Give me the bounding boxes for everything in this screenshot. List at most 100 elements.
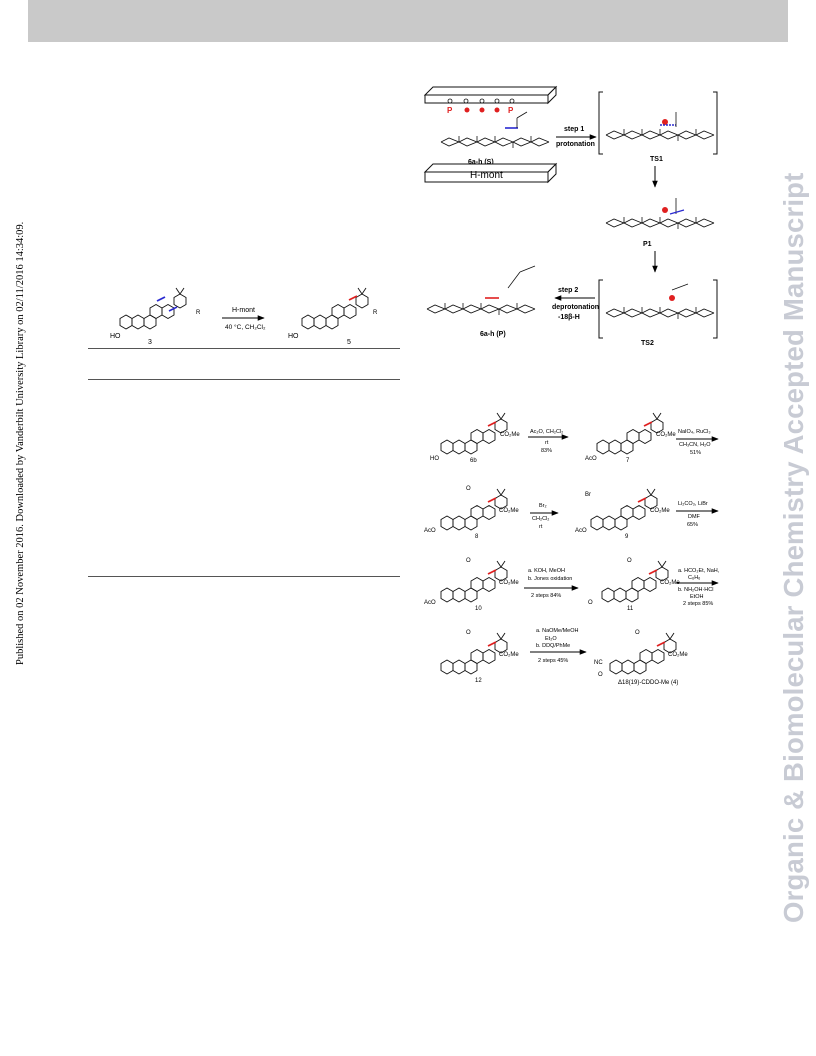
scheme1-product-label: 5 (347, 339, 351, 346)
cpd-6b-co2me: CO₂Me (500, 432, 520, 438)
compound-6b (441, 413, 507, 454)
cpd-8-co2me: CO₂Me (499, 508, 519, 514)
cpd-4-o2: O (598, 672, 603, 678)
substrate-skeleton (440, 135, 550, 149)
p1-label: P1 (643, 241, 652, 248)
c2-r1: NaIO₄, RuCl₃ (678, 429, 711, 435)
step2-sub2: -18β-H (558, 314, 580, 321)
cpd-9-aco: AcO (575, 528, 587, 534)
ts2-label: TS2 (641, 340, 654, 347)
cpd-4-label: Δ18(19)-CDDO-Me (4) (618, 680, 678, 686)
step1-label: step 1 (564, 126, 584, 133)
cpd-10-label: 10 (475, 606, 482, 612)
ts1-skeleton (605, 128, 715, 142)
c1-r2: rt (545, 440, 549, 446)
cpd-9-label: 9 (625, 534, 629, 540)
c4-r1: Li₂CO₃, LiBr (678, 501, 708, 507)
c3-r3: rt (539, 524, 543, 530)
product-label: 6a-h (P) (480, 331, 506, 338)
cpd-4-co2me: CO₂Me (668, 652, 688, 658)
cpd-12-label: 12 (475, 678, 482, 684)
cpd-8-o: O (466, 486, 471, 492)
product-skeleton (426, 302, 536, 316)
c5-r3: 2 steps 84% (531, 593, 561, 599)
scheme1-start-structure (120, 288, 186, 329)
p1-skeleton (605, 216, 715, 230)
c6-r3: b. NH₂OH·HCl (678, 587, 713, 593)
ts1-label: TS1 (650, 156, 663, 163)
c6-r2: C₆H₆ (688, 575, 700, 581)
scheme1-r: R (196, 310, 201, 316)
c7-r3: b. DDQ/PhMe (536, 643, 570, 649)
c4-r3: 65% (687, 522, 698, 528)
table-bottom-rule (88, 576, 400, 577)
cpd-8-label: 8 (475, 534, 479, 540)
cpd-11-o2: O (588, 600, 593, 606)
c5-r2: b. Jones oxidation (528, 576, 572, 582)
c7-r2: Et₂O (545, 636, 557, 642)
cpd-12-co2me: CO₂Me (499, 652, 519, 658)
cpd-10-aco: AcO (424, 600, 436, 606)
scheme1-reagent: H-mont (232, 307, 255, 314)
compound-9 (591, 489, 657, 530)
page-header-bar (28, 0, 788, 42)
scheme1-product-structure (302, 288, 368, 329)
acid-sites (447, 98, 515, 113)
scheme1: HO R 3 H-mont 40 °C, CH₂Cl₂ HO R 5 (110, 288, 378, 346)
c6-r1: a. HCO₂Et, NaH, (678, 568, 720, 574)
substrate-label: 6a-h (S) (468, 159, 494, 166)
cpd-9-co2me: CO₂Me (650, 508, 670, 514)
site-label-1: P (447, 106, 453, 115)
cpd-8-aco: AcO (424, 528, 436, 534)
c6-r5: 2 steps 85% (683, 601, 713, 607)
cpd-6b-label: 6b (470, 458, 477, 464)
cpd-11-label: 11 (627, 606, 634, 612)
cpd-10-o: O (466, 558, 471, 564)
c2-r3: 51% (690, 450, 701, 456)
c6-r4: EtOH (690, 594, 703, 600)
compound-8 (441, 489, 507, 530)
scheme1-ho: HO (110, 333, 121, 340)
cpd-11-o: O (627, 558, 632, 564)
scheme1-bottom-rule (88, 379, 400, 380)
clay-label: H-mont (470, 170, 503, 181)
step2-sub: deprotonation (552, 304, 599, 311)
cpd-4-o: O (635, 630, 640, 636)
clay-plate-top (423, 86, 558, 96)
scheme1-top-rule (88, 348, 400, 349)
c3-r1: Br₂ (539, 503, 547, 509)
cpd-7-co2me: CO₂Me (656, 432, 676, 438)
c7-r4: 2 steps 45% (538, 658, 568, 664)
ts2-skeleton (605, 306, 715, 320)
c5-r1: a. KOH, MeOH (528, 568, 565, 574)
cpd-4-nc: NC (594, 660, 603, 666)
scheme1-conditions: 40 °C, CH₂Cl₂ (225, 323, 266, 331)
cpd-7-aco: AcO (585, 456, 597, 462)
site-label-2: P (508, 106, 514, 115)
step2-label: step 2 (558, 287, 578, 294)
compound-11 (602, 561, 668, 602)
cpd-6b-ho: HO (430, 456, 439, 462)
scheme1-product-r: R (373, 310, 378, 316)
scheme2: HO CO₂Me 6b Ac₂O, CH₂Cl₂ rt 83% AcO CO₂M… (424, 413, 720, 686)
step1-sub: protonation (556, 141, 595, 148)
c1-r1: Ac₂O, CH₂Cl₂ (530, 429, 563, 435)
compound-12 (441, 633, 507, 674)
compound-7 (597, 413, 663, 454)
scheme1-product-ho: HO (288, 333, 299, 340)
cpd-9-br: Br (585, 492, 591, 498)
cpd-10-co2me: CO₂Me (499, 580, 519, 586)
c2-r2: CH₃CN, H₂O (679, 442, 711, 448)
compound-4 (610, 633, 676, 674)
c3-r2: CH₂Cl₂ (532, 516, 549, 522)
cpd-11-co2me: CO₂Me (660, 580, 680, 586)
cpd-7-label: 7 (626, 458, 630, 464)
c1-r3: 83% (541, 448, 552, 454)
scheme1-start-label: 3 (148, 339, 152, 346)
cpd-12-o: O (466, 630, 471, 636)
mechanism-figure: P P 6a-h (S) H-mont step 1 protonation T… (423, 85, 718, 347)
compound-10 (441, 561, 507, 602)
c4-r2: DMF (688, 514, 701, 520)
c7-r1: a. NaOMe/MeOH (536, 628, 579, 634)
